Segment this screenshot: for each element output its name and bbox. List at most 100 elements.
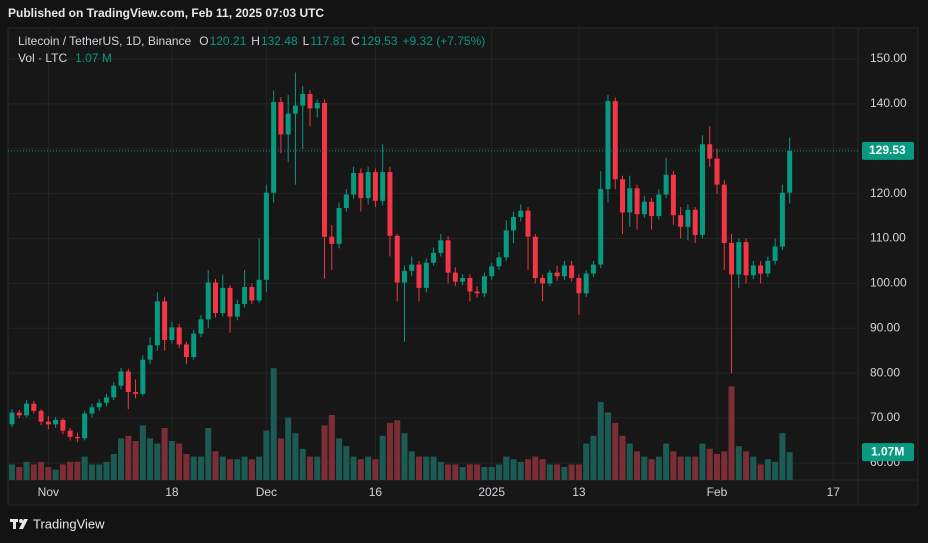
candle-body xyxy=(358,172,364,199)
candle-body xyxy=(736,242,742,275)
volume-bar xyxy=(139,425,146,480)
candle-body xyxy=(401,270,407,283)
candle-body xyxy=(67,430,73,437)
candle-body xyxy=(409,264,415,271)
last-price-tag xyxy=(862,141,914,160)
x-tick-label: 2025 xyxy=(478,485,505,499)
footer-brand: TradingView xyxy=(33,516,105,531)
candle-body xyxy=(758,265,764,274)
volume-bar xyxy=(750,456,757,480)
candle-body xyxy=(24,403,30,416)
volume-bar xyxy=(241,456,248,480)
candle-body xyxy=(620,179,626,213)
ohlc-label: C xyxy=(351,34,360,48)
x-tick-label: 18 xyxy=(165,485,179,499)
volume-bar xyxy=(52,469,59,480)
candle-body xyxy=(714,158,720,185)
volume-name: Vol · LTC xyxy=(18,51,67,65)
candle-body xyxy=(481,276,487,294)
volume-bar xyxy=(663,443,670,480)
ohlc-value: 132.48 xyxy=(261,34,298,48)
candle-body xyxy=(765,260,771,274)
volume-bar xyxy=(263,430,270,480)
candle-body xyxy=(387,172,393,236)
candle-body xyxy=(641,201,647,215)
ohlc-value: 117.81 xyxy=(310,34,346,48)
volume-bar xyxy=(532,456,539,480)
volume-bar xyxy=(256,456,263,480)
candle-body xyxy=(45,421,51,425)
candle-body xyxy=(242,286,248,305)
candle-body xyxy=(154,301,160,346)
ohlc-label: L xyxy=(303,34,310,48)
candle-body xyxy=(707,144,713,159)
volume-bar xyxy=(147,438,154,480)
candle-body xyxy=(256,279,262,301)
candle-body xyxy=(532,236,538,279)
candle-body xyxy=(423,262,429,288)
candle-body xyxy=(191,333,197,358)
candle-body xyxy=(467,278,473,292)
volume-bar xyxy=(655,456,662,480)
volume-bar xyxy=(721,451,728,480)
volume-bar xyxy=(321,425,328,480)
candle-body xyxy=(60,419,66,431)
candle-body xyxy=(31,403,37,411)
change-label: +9.32 (+7.75%) xyxy=(403,34,486,48)
candle-body xyxy=(314,102,320,109)
volume-bar xyxy=(684,456,691,480)
volume-bar xyxy=(764,459,771,480)
candle-body xyxy=(307,93,313,109)
candle-body xyxy=(503,230,509,258)
volume-legend: Vol · LTC 1.07 M xyxy=(18,51,112,65)
candle-body xyxy=(431,252,437,263)
volume-bar xyxy=(488,467,495,480)
volume-bar xyxy=(503,456,510,480)
candle-body xyxy=(82,413,88,439)
candle-body xyxy=(554,272,560,277)
volume-bar xyxy=(706,448,713,480)
volume-bar xyxy=(357,459,364,480)
candle-body xyxy=(111,385,117,398)
candle-body xyxy=(96,402,102,408)
logo-part xyxy=(19,519,28,529)
candle-body xyxy=(169,327,175,340)
volume-bar xyxy=(517,461,524,480)
volume-bar xyxy=(270,368,277,480)
volume-bar xyxy=(314,456,321,480)
volume-bar xyxy=(103,461,110,480)
candle-body xyxy=(176,327,182,345)
volume-bar xyxy=(23,461,30,480)
volume-bar xyxy=(38,461,45,480)
volume-bar xyxy=(423,456,430,480)
volume-bar xyxy=(205,428,212,480)
candle-body xyxy=(634,188,640,215)
volume-bar xyxy=(306,456,313,480)
volume-bar xyxy=(786,452,793,480)
volume-bar xyxy=(394,420,401,480)
volume-bar xyxy=(699,443,706,480)
candle-body xyxy=(372,172,378,201)
volume-bar xyxy=(452,464,459,480)
volume-bar xyxy=(176,443,183,480)
header: Published on TradingView.com, Feb 11, 20… xyxy=(8,6,324,20)
volume-bars xyxy=(8,368,793,480)
x-tick-label: Feb xyxy=(707,485,728,499)
y-tick-label: 100.00 xyxy=(870,276,907,290)
volume-bar xyxy=(30,464,37,480)
volume-bar xyxy=(8,464,15,480)
volume-bar xyxy=(641,456,648,480)
legend: Litecoin / TetherUS, 1D, Binance O120.21 H… xyxy=(18,34,485,48)
volume-bar xyxy=(227,459,234,480)
candle-body xyxy=(416,264,422,288)
volume-bar xyxy=(219,456,226,480)
volume-bar xyxy=(118,438,125,480)
y-tick-label: 90.00 xyxy=(870,320,900,334)
candle-body xyxy=(496,257,502,267)
y-tick-label: 140.00 xyxy=(870,96,907,110)
volume-bar xyxy=(692,456,699,480)
volume-bar xyxy=(604,412,611,480)
y-tick-label: 80.00 xyxy=(870,365,900,379)
candle-body xyxy=(380,172,386,201)
volume-bar xyxy=(612,422,619,480)
